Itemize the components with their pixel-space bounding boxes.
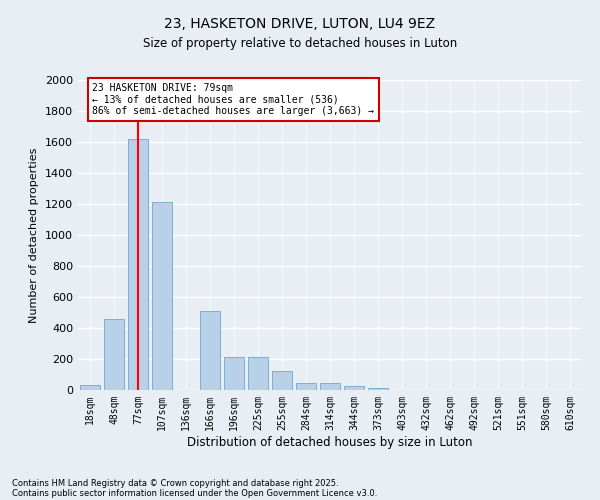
Bar: [320, 383, 340, 390]
Bar: [296, 383, 316, 390]
X-axis label: Distribution of detached houses by size in Luton: Distribution of detached houses by size …: [187, 436, 473, 448]
Text: Contains HM Land Registry data © Crown copyright and database right 2025.: Contains HM Land Registry data © Crown c…: [12, 478, 338, 488]
Bar: [272, 370, 292, 390]
Bar: [152, 202, 172, 390]
Text: Size of property relative to detached houses in Luton: Size of property relative to detached ho…: [143, 38, 457, 51]
Bar: [224, 356, 244, 390]
Bar: [80, 386, 100, 390]
Bar: [248, 356, 268, 390]
Text: 23 HASKETON DRIVE: 79sqm
← 13% of detached houses are smaller (536)
86% of semi-: 23 HASKETON DRIVE: 79sqm ← 13% of detach…: [92, 83, 374, 116]
Bar: [128, 139, 148, 390]
Text: Contains public sector information licensed under the Open Government Licence v3: Contains public sector information licen…: [12, 488, 377, 498]
Bar: [104, 318, 124, 390]
Bar: [344, 386, 364, 390]
Text: 23, HASKETON DRIVE, LUTON, LU4 9EZ: 23, HASKETON DRIVE, LUTON, LU4 9EZ: [164, 18, 436, 32]
Bar: [200, 311, 220, 390]
Bar: [368, 388, 388, 390]
Y-axis label: Number of detached properties: Number of detached properties: [29, 148, 40, 322]
